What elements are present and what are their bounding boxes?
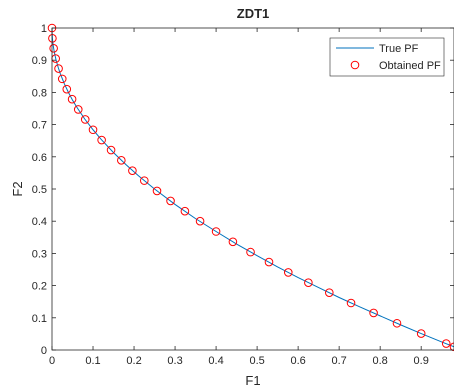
data-point-obtained-pf [67, 94, 77, 104]
y-tick-label: 0.8 [32, 87, 47, 99]
x-tick-label: 0 [49, 355, 55, 367]
chart-title: ZDT1 [237, 6, 270, 21]
data-point-obtained-pf [152, 186, 162, 196]
data-point-obtained-pf [228, 237, 238, 247]
x-tick-label: 0.1 [85, 355, 100, 367]
data-point-obtained-pf [73, 105, 83, 114]
data-point-obtained-pf [449, 342, 454, 352]
y-tick-label: 0 [41, 345, 47, 357]
data-point-obtained-pf [140, 176, 149, 185]
legend: True PF Obtained PF [329, 37, 445, 77]
data-point-obtained-pf [346, 298, 356, 308]
legend-label-true-pf: True PF [379, 43, 419, 55]
data-point-obtained-pf [392, 318, 402, 328]
data-point-obtained-pf [128, 166, 137, 175]
data-point-obtained-pf [97, 135, 106, 145]
y-tick-label: 0.4 [32, 216, 47, 228]
data-point-obtained-pf [80, 115, 90, 124]
axes-background [52, 28, 454, 350]
y-tick-label: 0.6 [32, 152, 47, 164]
data-point-obtained-pf [246, 247, 255, 257]
data-point-obtained-pf [49, 43, 58, 53]
data-point-obtained-pf [441, 339, 451, 348]
data-point-obtained-pf [48, 34, 57, 43]
legend-box [329, 37, 445, 77]
y-tick-label: 0.3 [32, 248, 47, 260]
y-axis-label: F2 [10, 181, 25, 196]
x-tick-label: 0.6 [290, 355, 305, 367]
y-tick-label: 0.9 [32, 55, 47, 67]
y-tick-label: 0.2 [32, 281, 47, 293]
data-point-obtained-pf [166, 196, 175, 206]
legend-label-obtained-pf: Obtained PF [379, 60, 441, 72]
data-point-obtained-pf [117, 156, 126, 165]
data-point-obtained-pf [57, 74, 67, 84]
tick-layer: 0 0.1 0.2 0.3 0.4 0.5 0.6 0.7 0.8 0.9 0 0.1 0.2 0.3 0.… [32, 23, 454, 367]
y-tick-label: 1 [41, 23, 47, 35]
x-tick-label: 0.3 [167, 355, 182, 367]
y-tick-label: 0.7 [32, 120, 47, 132]
data-point-obtained-pf [264, 257, 274, 267]
x-tick-label: 0.5 [249, 355, 264, 367]
data-point-obtained-pf [88, 125, 98, 135]
data-point-obtained-pf [211, 227, 221, 236]
x-tick-label: 0.7 [331, 355, 346, 367]
data-point-obtained-pf [180, 206, 190, 216]
legend-marker-obtained-pf [350, 60, 360, 70]
x-tick-label: 0.2 [126, 355, 141, 367]
data-point-obtained-pf [62, 84, 72, 94]
y-tick-label: 0.5 [32, 184, 47, 196]
data-point-obtained-pf [304, 278, 313, 288]
x-tick-label: 0.4 [208, 355, 223, 367]
data-point-obtained-pf [54, 64, 63, 73]
data-point-obtained-pf [283, 268, 293, 277]
y-tick-label: 0.1 [32, 313, 47, 325]
data-point-obtained-pf [325, 288, 334, 297]
x-tick-label: 0.8 [373, 355, 388, 367]
x-axis-label: F1 [245, 373, 260, 388]
data-point-obtained-pf [195, 216, 205, 226]
series-line-true-pf [51, 27, 454, 348]
data-point-obtained-pf [106, 145, 116, 155]
data-point-obtained-pf [369, 308, 378, 318]
x-tick-label: 0.9 [414, 355, 429, 367]
data-point-obtained-pf [416, 329, 426, 338]
